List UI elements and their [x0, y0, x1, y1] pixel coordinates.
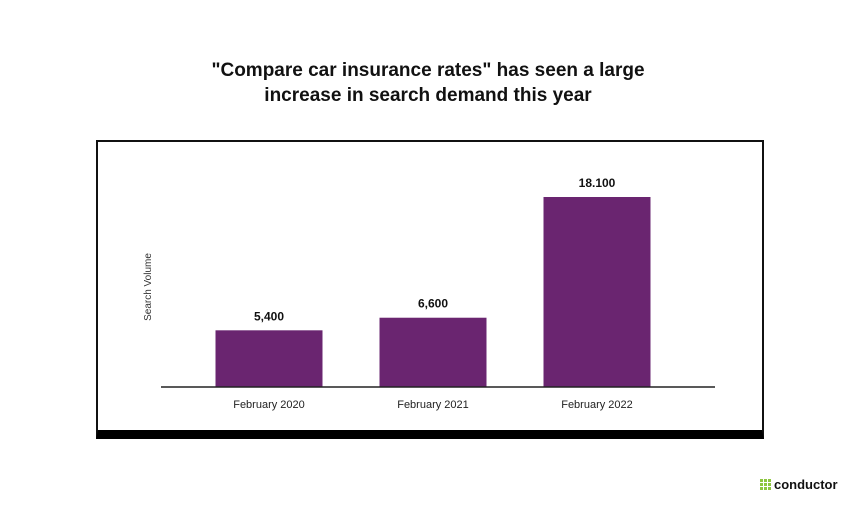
bar-2	[379, 317, 487, 387]
x-tick-label: February 2022	[561, 399, 633, 411]
conductor-logo: conductor	[760, 477, 838, 492]
data-label: 6,600	[418, 297, 448, 311]
x-tick-label: February 2021	[397, 399, 469, 411]
x-tick-label: February 2020	[233, 399, 305, 411]
logo-mark-icon	[760, 479, 771, 490]
bar-1	[215, 330, 323, 387]
y-axis-label: Search Volume	[143, 253, 154, 321]
logo-text: conductor	[774, 477, 838, 492]
data-label: 18.100	[579, 176, 616, 190]
title-line-1: "Compare car insurance rates" has seen a…	[211, 60, 645, 81]
data-label: 5,400	[254, 309, 284, 323]
chart-frame	[96, 140, 764, 439]
bar-3	[543, 197, 651, 387]
title-line-2: increase in search demand this year	[264, 85, 592, 106]
chart-title: "Compare car insurance rates" has seen a…	[0, 58, 856, 108]
